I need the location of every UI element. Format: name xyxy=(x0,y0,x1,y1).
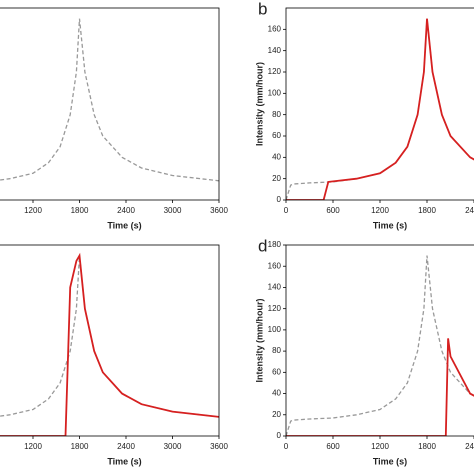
y-tick-label: 80 xyxy=(272,110,281,119)
panel-letter: d xyxy=(258,236,267,255)
y-tick-label: 20 xyxy=(272,174,281,183)
y-tick-label: 0 xyxy=(277,195,282,204)
x-axis-title: Time (s) xyxy=(107,456,141,466)
y-tick-label: 140 xyxy=(268,46,282,55)
series-line xyxy=(0,18,219,182)
y-tick-label: 120 xyxy=(268,304,282,313)
plot-frame xyxy=(0,244,220,437)
y-tick-label: 180 xyxy=(268,240,282,249)
y-tick-label: 60 xyxy=(272,131,281,140)
y-tick-label: 140 xyxy=(268,283,282,292)
x-tick-label: 3600 xyxy=(210,442,228,451)
plot-area xyxy=(286,255,474,436)
x-tick-label: 1800 xyxy=(71,206,89,215)
y-axis-title: Intensity (mm/hour) xyxy=(254,62,264,146)
y-tick-label: 100 xyxy=(268,88,282,97)
x-tick-label: 2400 xyxy=(117,206,135,215)
plot-area xyxy=(0,18,219,182)
y-tick-label: 40 xyxy=(272,152,281,161)
series-line xyxy=(0,255,219,418)
x-tick-label: 1800 xyxy=(418,206,436,215)
x-tick-label: 1200 xyxy=(371,206,389,215)
y-tick-label: 160 xyxy=(268,261,282,270)
x-tick-label: 1200 xyxy=(371,442,389,451)
x-tick-label: 600 xyxy=(326,442,340,451)
y-tick-label: 20 xyxy=(272,410,281,419)
y-tick-label: 40 xyxy=(272,389,281,398)
series-line xyxy=(286,338,474,436)
panel: 1200 1800 2400 3000 3600 Time (s) xyxy=(0,7,228,230)
series-line xyxy=(286,18,474,200)
x-tick-label: 2400 xyxy=(117,442,135,451)
x-tick-label: 0 xyxy=(284,442,289,451)
x-tick-label: 600 xyxy=(326,206,340,215)
x-tick-label: 1800 xyxy=(418,442,436,451)
x-tick-label: 3000 xyxy=(164,206,182,215)
y-tick-label: 80 xyxy=(272,346,281,355)
panel-letter: b xyxy=(258,0,267,18)
y-tick-label: 100 xyxy=(268,325,282,334)
x-axis-title: Time (s) xyxy=(107,220,141,230)
panel: 1200 1800 2400 3000 3600 Time (s) xyxy=(0,244,228,466)
series-line xyxy=(0,252,219,436)
x-tick-label: 3000 xyxy=(164,442,182,451)
plot-area xyxy=(0,252,219,436)
plot-frame xyxy=(0,7,220,201)
y-axis-title: Intensity (mm/hour) xyxy=(254,298,264,382)
plot-area xyxy=(286,18,474,200)
x-tick-label: 1200 xyxy=(24,442,42,451)
y-tick-label: 120 xyxy=(268,67,282,76)
x-tick-label: 2400 xyxy=(465,206,474,215)
x-tick-label: 0 xyxy=(284,206,289,215)
y-tick-label: 160 xyxy=(268,24,282,33)
x-tick-label: 2400 xyxy=(465,442,474,451)
panel: 0 600 1200 1800 2400 0 20 40 60 80 100 120 140 160 Tim… xyxy=(254,0,474,230)
panel: 0 600 1200 1800 2400 0 20 40 60 80 100 120 140 160 180… xyxy=(254,236,474,466)
x-tick-label: 1200 xyxy=(24,206,42,215)
x-tick-label: 3600 xyxy=(210,206,228,215)
x-axis-title: Time (s) xyxy=(373,220,407,230)
y-tick-label: 60 xyxy=(272,367,281,376)
plot-frame xyxy=(285,7,474,201)
x-axis-title: Time (s) xyxy=(373,456,407,466)
x-tick-label: 1800 xyxy=(71,442,89,451)
y-tick-label: 0 xyxy=(277,431,282,440)
